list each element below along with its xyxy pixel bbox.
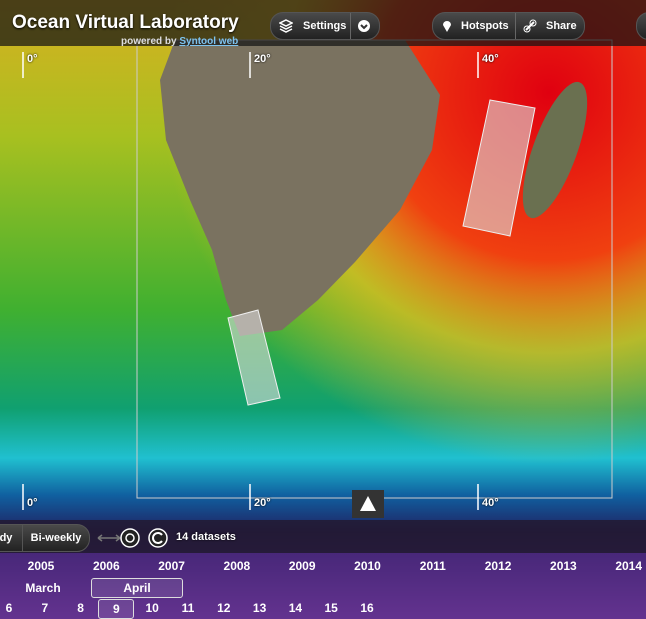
swath	[227, 309, 281, 406]
year[interactable]: 2008	[223, 559, 251, 573]
day[interactable]: 14	[288, 601, 303, 615]
year[interactable]: 2011	[419, 559, 446, 573]
day[interactable]: 11	[181, 601, 195, 615]
day[interactable]: 9	[98, 599, 135, 619]
settings-group: Settings	[270, 12, 380, 40]
settings-button[interactable]: Settings	[303, 20, 347, 32]
longitude-label: 0°	[27, 53, 38, 65]
day[interactable]: 8	[77, 601, 84, 615]
powered-text: powered by	[121, 36, 177, 47]
day[interactable]: 16	[360, 601, 374, 615]
dropdown[interactable]	[357, 19, 371, 33]
longitude-label: 40°	[482, 53, 499, 65]
app-title: Ocean Virtual Laboratory	[12, 12, 239, 33]
land	[160, 40, 440, 336]
share-button[interactable]: Share	[546, 20, 577, 32]
mode-button[interactable]: dy	[0, 524, 24, 552]
year[interactable]: 2009	[288, 559, 316, 573]
longitude-label: 0°	[27, 497, 38, 509]
powered-by: powered by Syntool web	[121, 36, 238, 47]
day[interactable]: 6	[5, 601, 13, 615]
day[interactable]: 7	[41, 601, 49, 615]
clock-button[interactable]	[120, 528, 140, 548]
refresh-button[interactable]	[148, 528, 168, 548]
day[interactable]: 15	[324, 601, 338, 615]
hotspots-button[interactable]: Hotspots	[461, 20, 509, 32]
date-picker	[0, 553, 646, 619]
year[interactable]: 2006	[92, 559, 120, 573]
day[interactable]: 13	[252, 601, 267, 615]
year[interactable]: 2005	[27, 559, 55, 573]
share-group: Hotspots Share	[432, 12, 585, 40]
year[interactable]: 2007	[158, 559, 185, 573]
island	[522, 81, 588, 219]
mode-button[interactable]: Bi-weekly	[22, 524, 90, 552]
year[interactable]: 2012	[484, 559, 512, 573]
dataset-count: 14 datasets	[176, 531, 236, 543]
month[interactable]: March	[25, 581, 61, 595]
year[interactable]: 2014	[615, 559, 643, 573]
longitude-label: 20°	[254, 53, 271, 65]
year[interactable]: 2010	[354, 559, 381, 573]
month[interactable]: April	[91, 578, 183, 598]
swath	[462, 99, 536, 237]
longitude-label: 40°	[482, 497, 499, 509]
syntool-link[interactable]: Syntool web	[179, 36, 239, 47]
year[interactable]: 2013	[550, 559, 577, 573]
day[interactable]: 10	[145, 601, 159, 615]
day[interactable]: 12	[217, 601, 231, 615]
timeline-bar	[0, 520, 646, 553]
longitude-label: 20°	[254, 497, 271, 509]
